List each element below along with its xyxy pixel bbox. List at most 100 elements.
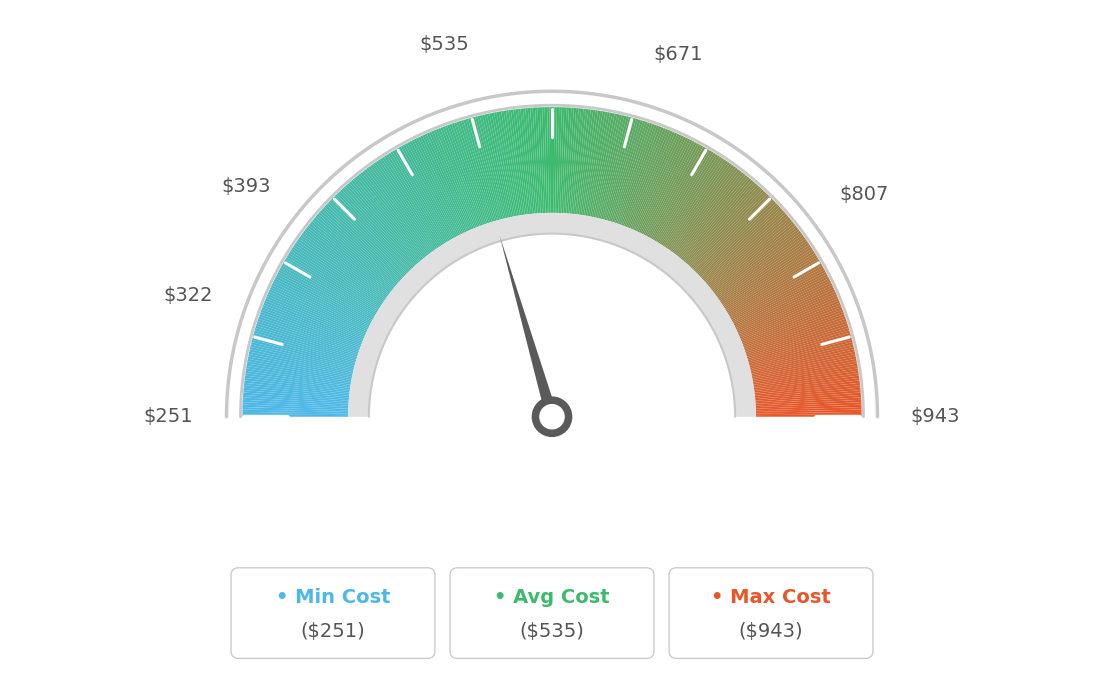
Wedge shape <box>735 281 831 328</box>
Wedge shape <box>284 259 376 315</box>
Wedge shape <box>423 135 468 232</box>
Wedge shape <box>503 110 522 215</box>
Wedge shape <box>651 146 705 239</box>
Text: $393: $393 <box>221 177 270 196</box>
Wedge shape <box>756 404 861 411</box>
Wedge shape <box>520 108 533 214</box>
Wedge shape <box>573 109 586 214</box>
Wedge shape <box>754 371 859 388</box>
Wedge shape <box>612 121 646 222</box>
Wedge shape <box>599 116 627 219</box>
FancyBboxPatch shape <box>669 568 873 658</box>
Wedge shape <box>255 326 357 358</box>
Wedge shape <box>466 119 497 221</box>
Text: ($251): ($251) <box>300 622 365 642</box>
Wedge shape <box>712 225 797 292</box>
Wedge shape <box>248 352 352 375</box>
Wedge shape <box>614 121 648 223</box>
Wedge shape <box>312 219 395 288</box>
Wedge shape <box>646 142 697 237</box>
Wedge shape <box>429 132 473 230</box>
FancyBboxPatch shape <box>231 568 435 658</box>
Wedge shape <box>280 266 374 319</box>
Polygon shape <box>499 235 558 418</box>
Wedge shape <box>258 317 359 352</box>
Wedge shape <box>351 179 421 262</box>
Wedge shape <box>734 278 830 327</box>
Wedge shape <box>243 407 348 412</box>
Wedge shape <box>719 239 807 301</box>
Wedge shape <box>299 237 386 299</box>
Wedge shape <box>370 165 434 252</box>
Wedge shape <box>246 366 351 385</box>
Wedge shape <box>555 107 560 213</box>
Wedge shape <box>749 335 851 364</box>
Wedge shape <box>390 152 447 243</box>
Wedge shape <box>257 321 358 355</box>
Wedge shape <box>464 119 495 221</box>
Wedge shape <box>593 114 617 217</box>
Wedge shape <box>571 108 584 214</box>
Wedge shape <box>707 216 789 286</box>
Wedge shape <box>501 111 520 215</box>
Wedge shape <box>681 177 750 259</box>
Wedge shape <box>513 109 528 215</box>
Wedge shape <box>550 107 552 213</box>
Wedge shape <box>639 137 686 233</box>
Wedge shape <box>570 108 581 214</box>
Wedge shape <box>282 264 375 317</box>
Wedge shape <box>751 349 854 374</box>
Wedge shape <box>753 364 858 383</box>
Wedge shape <box>746 321 847 355</box>
Wedge shape <box>266 296 364 339</box>
Wedge shape <box>530 108 539 213</box>
Wedge shape <box>604 117 634 220</box>
Wedge shape <box>389 152 445 244</box>
Wedge shape <box>657 152 714 243</box>
Wedge shape <box>703 208 783 281</box>
Wedge shape <box>297 239 385 301</box>
Wedge shape <box>289 251 380 309</box>
Wedge shape <box>656 150 712 242</box>
Wedge shape <box>244 380 350 395</box>
FancyBboxPatch shape <box>450 568 654 658</box>
Wedge shape <box>243 404 348 411</box>
Wedge shape <box>497 112 517 216</box>
Wedge shape <box>262 307 361 346</box>
Wedge shape <box>253 335 355 364</box>
Wedge shape <box>726 257 818 313</box>
Wedge shape <box>243 412 348 415</box>
Wedge shape <box>376 161 437 249</box>
Wedge shape <box>701 205 779 278</box>
Wedge shape <box>731 268 825 320</box>
Wedge shape <box>698 199 774 275</box>
Wedge shape <box>670 165 734 252</box>
Wedge shape <box>755 385 860 397</box>
Wedge shape <box>734 276 829 326</box>
Wedge shape <box>243 390 349 401</box>
Wedge shape <box>380 158 440 247</box>
Wedge shape <box>251 342 354 369</box>
Wedge shape <box>318 212 399 283</box>
Wedge shape <box>560 108 566 213</box>
Wedge shape <box>511 110 527 215</box>
Wedge shape <box>247 361 351 382</box>
Wedge shape <box>277 272 372 323</box>
Wedge shape <box>713 227 798 293</box>
Wedge shape <box>659 152 715 244</box>
Wedge shape <box>348 213 756 417</box>
Wedge shape <box>754 373 859 390</box>
Wedge shape <box>244 378 350 393</box>
Wedge shape <box>641 139 690 235</box>
Wedge shape <box>305 229 390 295</box>
Wedge shape <box>694 195 769 271</box>
Wedge shape <box>243 397 349 406</box>
Wedge shape <box>263 303 362 343</box>
Wedge shape <box>245 375 350 391</box>
Wedge shape <box>532 108 541 213</box>
Wedge shape <box>752 352 856 375</box>
Wedge shape <box>631 132 675 230</box>
Wedge shape <box>733 274 828 324</box>
Wedge shape <box>596 115 622 218</box>
Wedge shape <box>678 174 745 257</box>
